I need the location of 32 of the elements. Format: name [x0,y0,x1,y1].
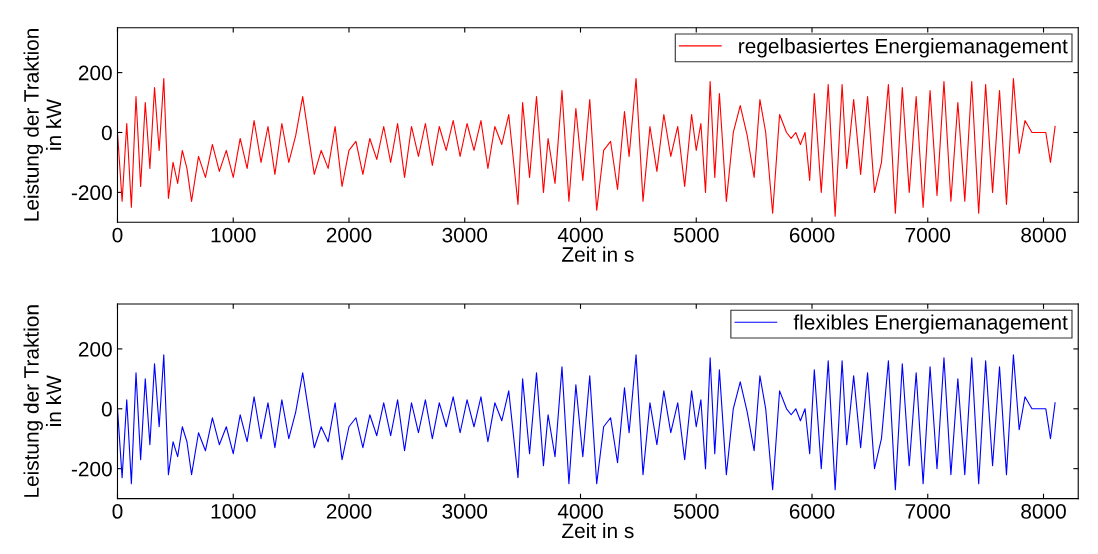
x-tick-label: 2000 [326,504,372,519]
y-axis-title: Leistung der Traktion in kW [23,305,62,497]
x-tick-label: 7000 [905,504,951,519]
y-tick-label: 200 [78,65,112,81]
x-tick-label: 4000 [557,227,603,243]
y-axis-title: Leistung der Traktion in kW [23,29,62,221]
line-series [117,78,1056,217]
line-series [117,354,1056,491]
x-axis-title: Zeit in s [562,522,634,539]
x-tick-label: 5000 [673,504,719,519]
y-tick-label: -200 [71,461,112,477]
y-tick-label: 0 [101,401,112,417]
x-tick-label: 3000 [442,227,488,243]
y-tick-label: 0 [101,125,112,141]
y-tick-label: -200 [71,185,112,201]
x-tick-label: 8000 [1021,504,1066,519]
x-tick-label: 1000 [211,504,256,519]
x-tick-label: 6000 [789,227,835,243]
x-tick-label: 0 [112,504,123,519]
legend-label: flexibles Energiemanagement [793,314,1068,334]
x-tick-label: 1000 [211,227,256,243]
x-axis-title: Zeit in s [562,246,634,262]
x-tick-label: 5000 [673,227,719,243]
legend-label: regelbasiertes Energiemanagement [739,38,1068,58]
x-tick-label: 6000 [789,504,835,519]
x-tick-label: 8000 [1021,227,1066,243]
x-tick-label: 4000 [557,504,603,519]
x-tick-label: 7000 [905,227,951,243]
x-tick-label: 2000 [326,227,372,243]
y-tick-label: 200 [78,341,112,357]
x-tick-label: 3000 [442,504,488,519]
x-tick-label: 0 [112,227,123,243]
